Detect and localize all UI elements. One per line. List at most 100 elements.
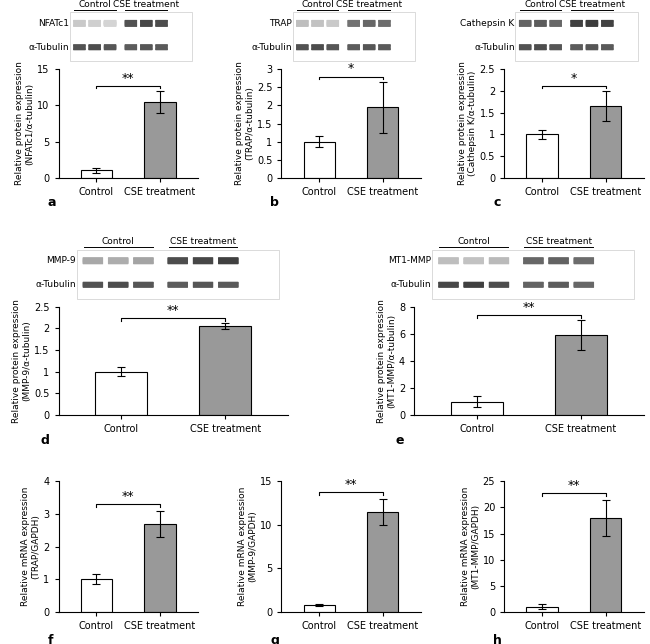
FancyBboxPatch shape bbox=[133, 284, 153, 285]
FancyBboxPatch shape bbox=[125, 21, 137, 25]
FancyBboxPatch shape bbox=[571, 20, 582, 26]
FancyBboxPatch shape bbox=[155, 46, 168, 48]
FancyBboxPatch shape bbox=[125, 44, 137, 50]
FancyBboxPatch shape bbox=[155, 23, 168, 24]
FancyBboxPatch shape bbox=[125, 21, 137, 25]
FancyBboxPatch shape bbox=[311, 22, 324, 24]
FancyBboxPatch shape bbox=[168, 258, 188, 264]
FancyBboxPatch shape bbox=[155, 21, 168, 26]
FancyBboxPatch shape bbox=[125, 44, 137, 50]
FancyBboxPatch shape bbox=[133, 282, 153, 288]
FancyBboxPatch shape bbox=[550, 21, 562, 26]
FancyBboxPatch shape bbox=[363, 23, 375, 24]
FancyBboxPatch shape bbox=[601, 45, 614, 50]
FancyBboxPatch shape bbox=[104, 45, 116, 50]
FancyBboxPatch shape bbox=[439, 260, 458, 261]
FancyBboxPatch shape bbox=[327, 44, 339, 50]
FancyBboxPatch shape bbox=[489, 283, 509, 287]
FancyBboxPatch shape bbox=[439, 282, 458, 287]
FancyBboxPatch shape bbox=[296, 46, 308, 48]
FancyBboxPatch shape bbox=[125, 21, 137, 26]
FancyBboxPatch shape bbox=[549, 283, 569, 286]
FancyBboxPatch shape bbox=[601, 21, 614, 26]
FancyBboxPatch shape bbox=[193, 258, 213, 264]
FancyBboxPatch shape bbox=[140, 21, 152, 26]
FancyBboxPatch shape bbox=[378, 23, 391, 24]
FancyBboxPatch shape bbox=[125, 21, 137, 25]
FancyBboxPatch shape bbox=[439, 258, 458, 263]
FancyBboxPatch shape bbox=[601, 46, 614, 49]
FancyBboxPatch shape bbox=[296, 22, 308, 25]
FancyBboxPatch shape bbox=[73, 22, 85, 24]
FancyBboxPatch shape bbox=[489, 258, 509, 263]
FancyBboxPatch shape bbox=[296, 21, 308, 26]
FancyBboxPatch shape bbox=[104, 23, 116, 24]
FancyBboxPatch shape bbox=[83, 283, 103, 287]
FancyBboxPatch shape bbox=[489, 284, 509, 285]
FancyBboxPatch shape bbox=[550, 20, 562, 26]
FancyBboxPatch shape bbox=[140, 47, 152, 48]
FancyBboxPatch shape bbox=[193, 282, 213, 287]
FancyBboxPatch shape bbox=[489, 283, 509, 287]
FancyBboxPatch shape bbox=[534, 21, 547, 26]
FancyBboxPatch shape bbox=[489, 258, 509, 263]
FancyBboxPatch shape bbox=[83, 282, 103, 287]
FancyBboxPatch shape bbox=[88, 45, 101, 50]
FancyBboxPatch shape bbox=[363, 46, 375, 48]
FancyBboxPatch shape bbox=[363, 44, 375, 50]
FancyBboxPatch shape bbox=[601, 23, 614, 24]
FancyBboxPatch shape bbox=[519, 21, 531, 25]
FancyBboxPatch shape bbox=[550, 22, 562, 25]
FancyBboxPatch shape bbox=[348, 46, 360, 48]
FancyBboxPatch shape bbox=[193, 284, 213, 285]
FancyBboxPatch shape bbox=[550, 46, 562, 48]
FancyBboxPatch shape bbox=[348, 44, 360, 50]
FancyBboxPatch shape bbox=[378, 21, 391, 25]
FancyBboxPatch shape bbox=[155, 21, 168, 26]
FancyBboxPatch shape bbox=[83, 284, 103, 285]
FancyBboxPatch shape bbox=[523, 283, 543, 287]
FancyBboxPatch shape bbox=[311, 21, 324, 26]
FancyBboxPatch shape bbox=[193, 282, 213, 287]
FancyBboxPatch shape bbox=[363, 46, 375, 48]
FancyBboxPatch shape bbox=[73, 23, 85, 24]
FancyBboxPatch shape bbox=[108, 282, 128, 287]
FancyBboxPatch shape bbox=[155, 21, 168, 26]
FancyBboxPatch shape bbox=[193, 282, 213, 287]
FancyBboxPatch shape bbox=[168, 259, 188, 263]
FancyBboxPatch shape bbox=[88, 20, 101, 26]
FancyBboxPatch shape bbox=[88, 21, 101, 25]
FancyBboxPatch shape bbox=[327, 22, 339, 24]
FancyBboxPatch shape bbox=[296, 20, 309, 27]
FancyBboxPatch shape bbox=[348, 45, 360, 49]
FancyBboxPatch shape bbox=[133, 282, 153, 287]
FancyBboxPatch shape bbox=[168, 284, 188, 286]
FancyBboxPatch shape bbox=[108, 283, 128, 287]
FancyBboxPatch shape bbox=[140, 46, 152, 49]
FancyBboxPatch shape bbox=[571, 23, 582, 24]
FancyBboxPatch shape bbox=[439, 282, 458, 287]
FancyBboxPatch shape bbox=[519, 20, 531, 26]
FancyBboxPatch shape bbox=[519, 44, 531, 50]
FancyBboxPatch shape bbox=[125, 46, 137, 48]
FancyBboxPatch shape bbox=[550, 23, 562, 24]
FancyBboxPatch shape bbox=[155, 46, 168, 48]
FancyBboxPatch shape bbox=[133, 283, 153, 287]
FancyBboxPatch shape bbox=[88, 21, 101, 25]
FancyBboxPatch shape bbox=[133, 260, 153, 261]
FancyBboxPatch shape bbox=[571, 44, 582, 50]
FancyBboxPatch shape bbox=[218, 284, 239, 285]
FancyBboxPatch shape bbox=[88, 46, 101, 48]
FancyBboxPatch shape bbox=[549, 282, 569, 287]
FancyBboxPatch shape bbox=[601, 44, 614, 50]
FancyBboxPatch shape bbox=[193, 260, 213, 262]
FancyBboxPatch shape bbox=[83, 259, 103, 263]
FancyBboxPatch shape bbox=[489, 283, 509, 287]
FancyBboxPatch shape bbox=[489, 258, 509, 264]
FancyBboxPatch shape bbox=[155, 44, 168, 50]
FancyBboxPatch shape bbox=[83, 284, 103, 285]
FancyBboxPatch shape bbox=[586, 45, 598, 49]
FancyBboxPatch shape bbox=[133, 284, 153, 285]
FancyBboxPatch shape bbox=[586, 23, 598, 24]
FancyBboxPatch shape bbox=[378, 44, 391, 50]
